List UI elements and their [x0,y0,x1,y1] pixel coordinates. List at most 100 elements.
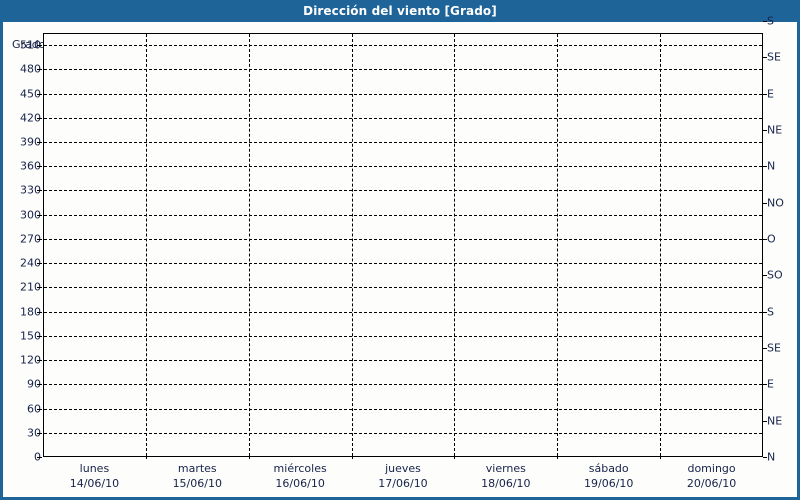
x-axis-day-date: 16/06/10 [275,477,325,490]
y-axis-left-tick-label: 60 [27,402,41,416]
y-axis-right-tick-mark [763,20,767,22]
y-axis-left-tick-mark [37,263,42,265]
y-axis-left-tick-mark [37,238,42,240]
window-title-bar: Dirección del viento [Grado] [0,0,800,22]
x-axis-day-name: lunes [79,462,110,475]
grid-line-horizontal [44,166,762,168]
y-axis-left-tick-mark [37,117,42,119]
x-axis-day-label: jueves 17/06/10 [352,461,455,491]
x-axis-day-date: 17/06/10 [378,477,428,490]
x-axis-day-name: domingo [687,462,736,475]
y-axis-left-tick-mark [37,190,42,192]
y-axis-left-tick-label: 450 [20,87,41,101]
grid-line-horizontal [44,93,762,95]
grid-line-vertical [248,34,250,456]
x-axis-day-label: miércoles 16/06/10 [249,461,352,491]
grid-line-horizontal [44,117,762,119]
grid-line-horizontal [44,190,762,192]
x-axis-day-name: sábado [588,462,629,475]
x-axis-day-date: 20/06/10 [686,477,737,490]
grid-line-horizontal [44,214,762,216]
y-axis-right-tick-label: NO [767,196,784,210]
x-axis-day-date: 14/06/10 [69,477,120,490]
x-axis-day-name: viernes [485,462,526,475]
y-axis-right-tick-label: S [767,14,774,28]
y-axis-left-tick-label: 360 [20,159,41,173]
y-axis-left-tick-mark [37,142,42,144]
y-axis-left-tick-label: 300 [20,208,41,222]
y-axis-right-tick-mark [763,275,767,277]
plot-area [43,33,763,457]
grid-line-horizontal [44,238,762,240]
y-axis-right-tick-label: SE [767,341,781,355]
y-axis-left-tick-label: 30 [27,426,41,440]
x-axis-tick-mark [454,454,456,459]
x-axis-day-name: miércoles [273,462,327,475]
y-axis-right-tick-label: SO [767,268,783,282]
x-axis-day-date: 15/06/10 [172,477,222,490]
x-axis: lunes 14/06/10 martes 15/06/10 miércoles 16/0… [43,454,763,495]
x-axis-day-label: sábado 19/06/10 [557,461,660,491]
y-axis-title: Grado [12,38,46,51]
y-axis-left-tick-label: 480 [20,62,41,76]
y-axis-left: 0 30 60 90 120 150 180 210 240 270 300 330 360 390 420… [3,33,42,464]
y-axis-right-tick-mark [763,93,767,95]
x-axis-tick-mark [351,454,353,459]
y-axis-right-tick-mark [763,347,767,349]
x-axis-day-label: domingo 20/06/10 [660,461,763,491]
y-axis-left-tick-label: 510 [20,38,41,52]
y-axis-right-tick-label: E [767,377,774,391]
grid-line-horizontal [44,408,762,410]
y-axis-left-tick-label: 330 [20,183,41,197]
y-axis-left-tick-mark [37,408,42,410]
y-axis-left-tick-label: 90 [27,377,41,391]
y-axis-left-tick-label: 210 [20,280,41,294]
y-axis-right-tick-mark [763,202,767,204]
grid-line-horizontal [44,45,762,47]
y-axis-left-tick-mark [37,360,42,362]
y-axis-left-tick-label: 390 [20,135,41,149]
x-axis-day-date: 18/06/10 [481,477,531,490]
grid-line-horizontal [44,311,762,313]
x-axis-tick-mark [248,454,250,459]
y-axis-left-tick-mark [37,335,42,337]
x-axis-day-label: lunes 14/06/10 [43,461,146,491]
y-axis-right-tick-mark [763,129,767,131]
y-axis-right-tick-mark [763,420,767,422]
grid-line-vertical [145,34,147,456]
grid-line-horizontal [44,384,762,386]
grid-line-horizontal [44,142,762,144]
y-axis-left-tick-label: 180 [20,305,41,319]
y-axis-right: N NE E SE S SO O NO N NE E SE S [763,14,800,464]
y-axis-left-tick-mark [37,45,42,47]
grid-line-vertical [351,34,353,456]
y-axis-left-tick-mark [37,214,42,216]
y-axis-right-tick-label: NE [767,123,783,137]
y-axis-left-tick-mark [37,166,42,168]
x-axis-day-date: 19/06/10 [584,477,634,490]
grid-line-horizontal [44,287,762,289]
grid-line-vertical [454,34,456,456]
y-axis-right-tick-label: SE [767,50,781,64]
y-axis-left-tick-mark [37,311,42,313]
y-axis-left-tick-mark [37,287,42,289]
y-axis-left-tick-label: 150 [20,329,41,343]
grid-line-vertical [557,34,559,456]
grid-line-horizontal [44,69,762,71]
y-axis-right-tick-mark [763,57,767,59]
x-axis-day-name: martes [177,462,217,475]
x-axis-day-label: martes 15/06/10 [146,461,249,491]
x-axis-tick-mark [145,454,147,459]
y-axis-left-tick-mark [37,432,42,434]
y-axis-left-tick-mark [37,384,42,386]
y-axis-left-tick-label: 0 [34,450,41,464]
y-axis-right-tick-mark [763,457,767,458]
grid-line-horizontal [44,263,762,265]
y-axis-left-tick-label: 420 [20,111,41,125]
y-axis-right-tick-mark [763,238,767,240]
y-axis-left-tick-label: 270 [20,232,41,246]
y-axis-right-tick-label: E [767,87,774,101]
x-axis-tick-mark [660,454,662,459]
y-axis-left-tick-mark [37,93,42,95]
